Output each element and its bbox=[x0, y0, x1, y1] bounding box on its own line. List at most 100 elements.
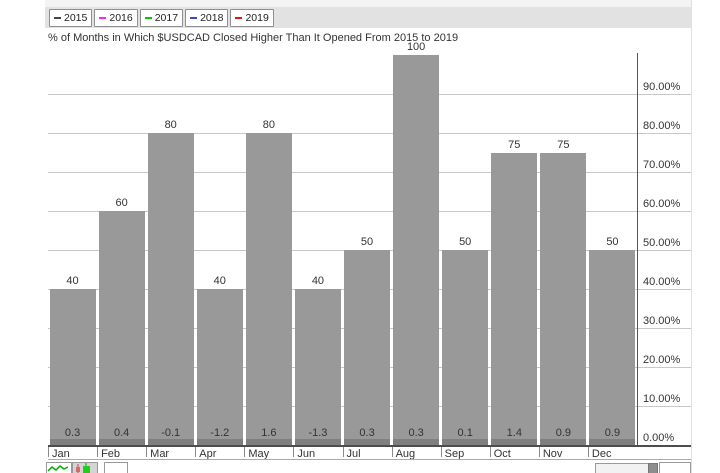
bar-change-value-label: 0.3 bbox=[408, 427, 424, 439]
series-legend: 2015 2016 2017 2018 2019 bbox=[49, 9, 274, 27]
bar-base-strip bbox=[196, 439, 243, 445]
month-tick bbox=[489, 447, 491, 457]
bar-base-strip bbox=[147, 439, 194, 445]
bar-value-label: 100 bbox=[406, 41, 426, 53]
y-axis-line bbox=[637, 53, 638, 445]
bar-base-strip bbox=[540, 439, 587, 445]
bar-mar bbox=[147, 133, 194, 445]
month-tick bbox=[587, 447, 589, 457]
x-axis-month-label: Jan bbox=[52, 448, 70, 460]
bar-change-value-label: 1.6 bbox=[261, 427, 277, 439]
bar-change-value-label: -1.2 bbox=[210, 427, 230, 439]
bar-value-label: 40 bbox=[311, 275, 325, 287]
x-axis-month-label: Oct bbox=[493, 448, 511, 460]
x-axis-month-label: Sep bbox=[444, 448, 465, 460]
legend-dash-icon bbox=[190, 17, 198, 19]
month-tick bbox=[440, 447, 442, 457]
bar-value-label: 60 bbox=[115, 197, 128, 209]
header-band-top bbox=[45, 0, 692, 7]
month-tick bbox=[146, 447, 148, 457]
bar-change-value-label: -0.1 bbox=[161, 427, 181, 439]
bar-change-value-label: 0.9 bbox=[604, 427, 621, 439]
legend-button-2018[interactable]: 2018 bbox=[185, 9, 229, 27]
gridline bbox=[48, 211, 691, 212]
y-axis-tick-label: 0.00% bbox=[643, 432, 675, 444]
y-axis-tick-label: 30.00% bbox=[643, 315, 681, 327]
x-axis-month-label: Nov bbox=[542, 448, 563, 460]
month-tick bbox=[538, 447, 540, 457]
y-axis-tick-label: 60.00% bbox=[643, 198, 681, 210]
widget-right-border bbox=[691, 0, 692, 473]
bar-change-value-label: 0.1 bbox=[457, 427, 473, 439]
legend-dash-icon bbox=[54, 17, 61, 19]
month-row-underline bbox=[48, 459, 691, 460]
bar-oct bbox=[491, 152, 538, 445]
legend-year-label: 2019 bbox=[245, 12, 269, 24]
y-axis-tick-label: 70.00% bbox=[643, 159, 681, 171]
gridline bbox=[48, 94, 691, 95]
gridline bbox=[48, 172, 691, 173]
bar-base-strip bbox=[49, 439, 96, 445]
bar-may bbox=[245, 133, 292, 445]
bar-change-value-label: 0.9 bbox=[555, 427, 572, 439]
legend-dash-icon bbox=[99, 17, 107, 19]
bar-jul bbox=[344, 250, 391, 445]
legend-dash-icon bbox=[144, 17, 152, 19]
bar-value-label: 50 bbox=[606, 236, 619, 248]
scrollbar-side-button[interactable] bbox=[659, 462, 691, 473]
legend-year-label: 2016 bbox=[109, 12, 133, 24]
bar-dec bbox=[589, 250, 636, 445]
bar-value-label: 40 bbox=[213, 275, 226, 287]
bar-feb bbox=[98, 211, 145, 445]
y-axis-tick-label: 10.00% bbox=[643, 393, 681, 405]
x-axis-month-label: Jul bbox=[346, 448, 361, 460]
bar-value-label: 75 bbox=[508, 138, 521, 151]
bar-value-label: 75 bbox=[557, 138, 570, 151]
legend-button-2015[interactable]: 2015 bbox=[49, 9, 93, 27]
bar-jun bbox=[294, 289, 341, 445]
bar-change-value-label: -1.3 bbox=[308, 427, 328, 439]
horizontal-scrollbar-handle[interactable] bbox=[648, 463, 658, 473]
legend-dash-icon bbox=[235, 17, 243, 19]
candlestick-chart-icon[interactable] bbox=[72, 462, 98, 473]
bar-base-strip bbox=[589, 439, 636, 445]
bar-change-value-label: 0.4 bbox=[113, 427, 130, 439]
x-axis-month-label: Mar bbox=[150, 448, 170, 460]
month-tick bbox=[195, 447, 197, 457]
legend-year-label: 2018 bbox=[200, 12, 224, 24]
x-axis-month-label: Feb bbox=[101, 448, 121, 460]
legend-button-2016[interactable]: 2016 bbox=[94, 9, 138, 27]
bar-base-strip bbox=[491, 439, 538, 445]
bar-value-label: 80 bbox=[262, 119, 275, 131]
y-axis-tick-label: 50.00% bbox=[643, 237, 681, 249]
bar-jan bbox=[49, 289, 96, 445]
bar-change-value-label: 0.3 bbox=[359, 427, 375, 439]
x-axis-month-label: Apr bbox=[199, 448, 217, 460]
bar-base-strip bbox=[442, 439, 489, 445]
legend-year-label: 2017 bbox=[154, 12, 179, 24]
bar-base-strip bbox=[245, 439, 292, 445]
bar-base-strip bbox=[393, 439, 440, 445]
bar-value-label: 50 bbox=[360, 236, 374, 248]
bar-apr bbox=[196, 289, 243, 445]
y-axis-tick-label: 80.00% bbox=[643, 120, 681, 132]
legend-button-2017[interactable]: 2017 bbox=[139, 9, 184, 27]
month-tick bbox=[293, 447, 295, 457]
bar-base-strip bbox=[294, 439, 341, 445]
blank-box-button[interactable] bbox=[104, 462, 128, 473]
legend-button-2019[interactable]: 2019 bbox=[230, 9, 274, 27]
month-tick bbox=[391, 447, 393, 457]
x-axis-month-label: Aug bbox=[395, 448, 416, 460]
y-axis-tick-label: 40.00% bbox=[643, 276, 681, 288]
month-tick bbox=[97, 447, 99, 457]
area-chart-icon[interactable] bbox=[46, 462, 72, 473]
x-axis-baseline bbox=[48, 445, 691, 447]
x-axis-month-label: Dec bbox=[591, 448, 612, 460]
x-axis-month-label: May bbox=[248, 448, 270, 460]
chart-title: % of Months in Which $USDCAD Closed High… bbox=[48, 32, 459, 44]
month-tick bbox=[48, 447, 49, 457]
bar-change-value-label: 0.3 bbox=[64, 427, 81, 439]
gridline bbox=[48, 133, 691, 134]
bar-base-strip bbox=[98, 439, 145, 445]
x-axis-month-label: Jun bbox=[297, 448, 316, 460]
